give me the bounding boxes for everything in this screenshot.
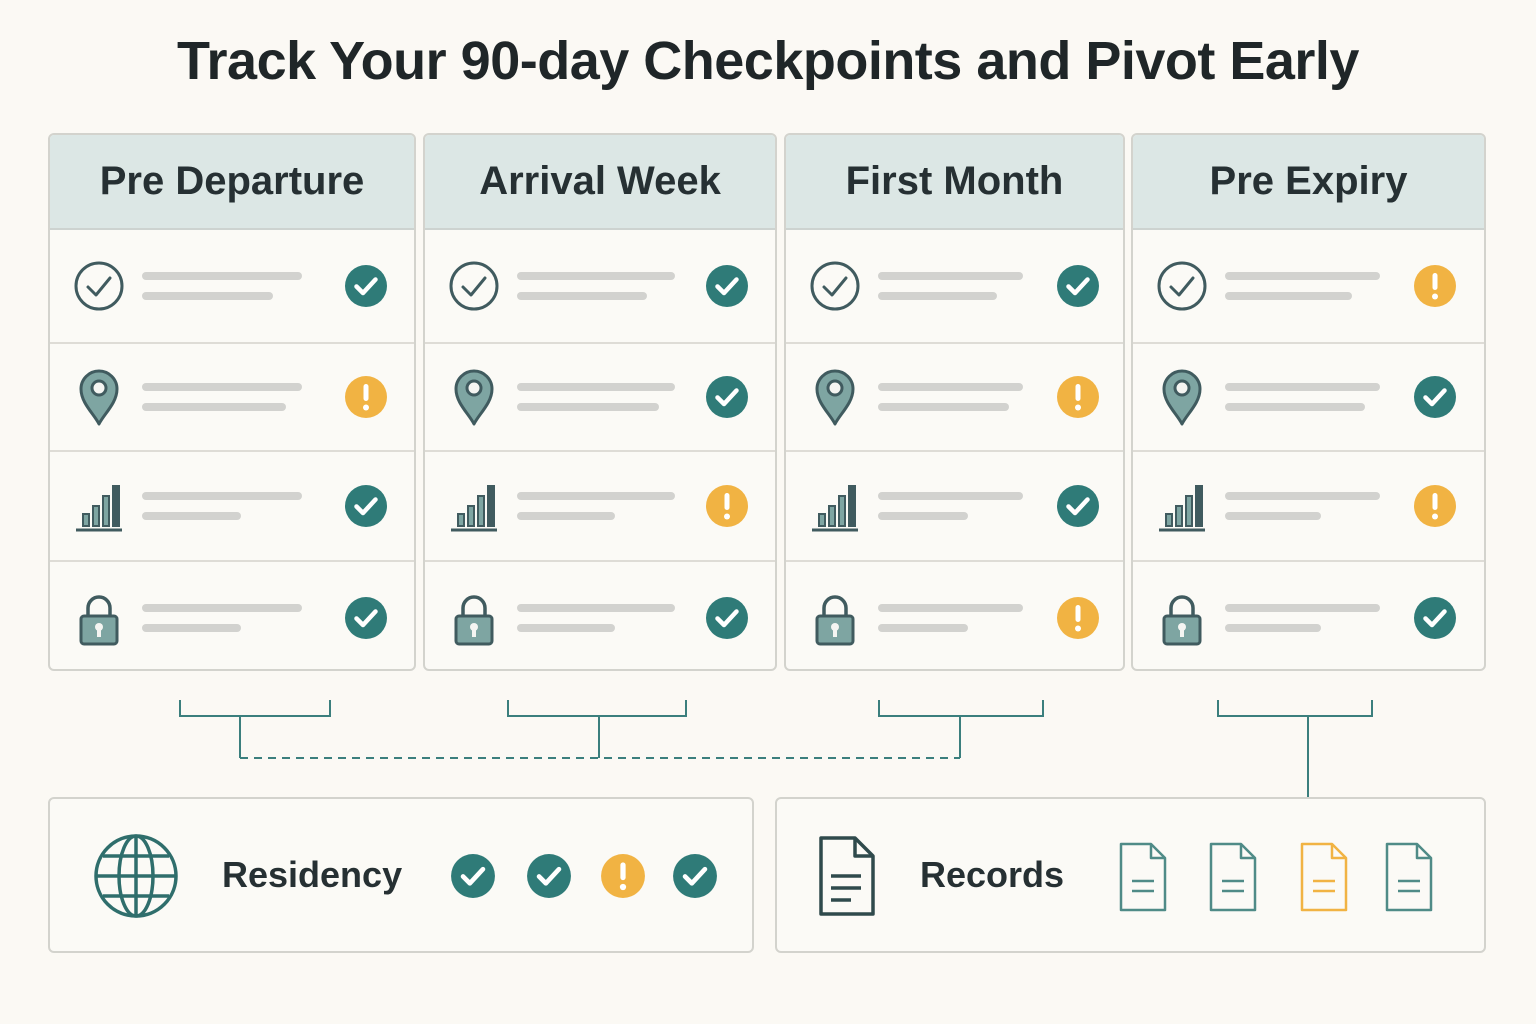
check-badge-icon [1056,264,1100,308]
bracket-pre-expiry [1217,700,1373,717]
checkpoint-row [425,344,775,452]
placeholder-text-lines [142,603,302,632]
checkpoint-row [1133,452,1484,562]
record-document-icon [1208,841,1258,918]
checkpoint-row [1133,562,1484,669]
location-pin-icon [808,367,862,427]
placeholder-text-lines [517,603,675,632]
checkpoint-row [1133,344,1484,452]
padlock-icon [72,588,126,648]
check-badge-icon [705,264,749,308]
bar-chart-icon [72,476,126,536]
check-badge-icon [672,853,718,899]
placeholder-text-lines [142,492,302,520]
checkpoint-row [50,452,414,562]
phase-column-pre-departure: Pre Departure [48,133,416,671]
checkpoint-row [50,562,414,669]
placeholder-text-lines [1225,492,1380,520]
phase-header: Pre Expiry [1133,135,1484,230]
warning-icon [1413,264,1457,308]
placeholder-text-lines [517,492,675,520]
placeholder-text-lines [142,383,302,411]
checkpoint-row [50,230,414,344]
bracket-first-month [878,700,1044,717]
record-document-icon [1384,841,1434,918]
check-circle-icon [447,256,501,316]
bar-chart-icon [1155,476,1209,536]
residency-panel: Residency [48,797,754,953]
placeholder-text-lines [878,383,1023,411]
placeholder-text-lines [1225,603,1380,632]
phase-header: Arrival Week [425,135,775,230]
placeholder-text-lines [878,603,1023,632]
records-label: Records [920,854,1065,895]
check-circle-icon [72,256,126,316]
placeholder-text-lines [878,492,1023,520]
location-pin-icon [1155,367,1209,427]
check-badge-icon [344,596,388,640]
placeholder-text-lines [878,272,1023,300]
check-badge-icon [344,484,388,528]
phase-column-first-month: First Month [784,133,1125,671]
warning-icon [1413,484,1457,528]
placeholder-text-lines [142,272,302,300]
checkpoint-row [786,230,1123,344]
record-document-icon [1299,841,1349,918]
check-badge-icon [344,264,388,308]
placeholder-text-lines [1225,383,1380,411]
phase-header: Pre Departure [50,135,414,230]
warning-icon [1056,596,1100,640]
padlock-icon [808,588,862,648]
check-circle-icon [1155,256,1209,316]
check-badge-icon [705,375,749,419]
checkpoint-row [786,344,1123,452]
phase-column-pre-expiry: Pre Expiry [1131,133,1486,671]
bracket-pre-departure [179,700,331,717]
check-badge-icon [1056,484,1100,528]
check-badge-icon [705,596,749,640]
residency-label: Residency [222,854,403,895]
globe-icon [94,834,178,918]
check-badge-icon [1413,596,1457,640]
bar-chart-icon [447,476,501,536]
location-pin-icon [72,367,126,427]
check-circle-icon [808,256,862,316]
phase-column-arrival-week: Arrival Week [423,133,777,671]
document-icon [819,836,875,916]
placeholder-text-lines [517,272,675,300]
checkpoint-row [1133,230,1484,344]
checkpoint-row [50,344,414,452]
checkpoint-row [786,452,1123,562]
warning-icon [1056,375,1100,419]
check-badge-icon [450,853,496,899]
phase-header: First Month [786,135,1123,230]
checkpoint-row [786,562,1123,669]
record-document-icon [1118,841,1168,918]
page-title: Track Your 90-day Checkpoints and Pivot … [177,31,1359,91]
bracket-arrival-week [507,700,687,717]
records-panel: Records [775,797,1486,953]
bar-chart-icon [808,476,862,536]
checkpoint-row [425,562,775,669]
warning-icon [705,484,749,528]
checkpoint-row [425,452,775,562]
location-pin-icon [447,367,501,427]
padlock-icon [447,588,501,648]
warning-icon [600,853,646,899]
placeholder-text-lines [517,383,675,411]
padlock-icon [1155,588,1209,648]
checkpoint-row [425,230,775,344]
check-badge-icon [1413,375,1457,419]
placeholder-text-lines [1225,272,1380,300]
warning-icon [344,375,388,419]
check-badge-icon [526,853,572,899]
